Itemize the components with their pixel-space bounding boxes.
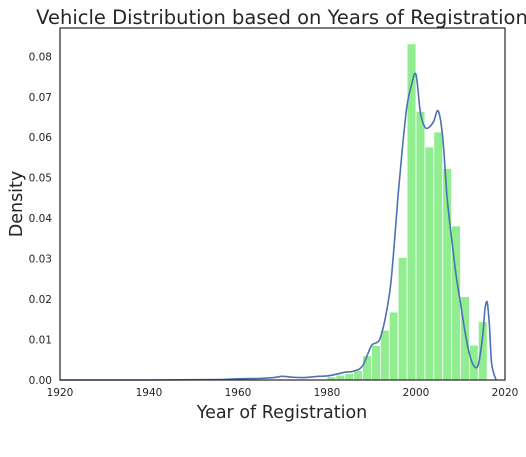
histogram-bar bbox=[371, 345, 381, 381]
x-tick-label: 2000 bbox=[403, 387, 430, 399]
y-tick-label: 0.04 bbox=[29, 213, 53, 225]
y-axis-ticks: 0.00 0.01 0.02 0.03 0.04 0.05 0.06 0.07 0.08 bbox=[29, 51, 53, 387]
histogram-bar bbox=[433, 131, 444, 381]
y-tick-label: 0.01 bbox=[29, 335, 52, 347]
x-tick-label: 1920 bbox=[47, 387, 74, 399]
y-tick-label: 0.03 bbox=[29, 254, 52, 266]
y-tick-label: 0.06 bbox=[29, 132, 53, 144]
y-tick-label: 0.00 bbox=[29, 375, 52, 387]
y-tick-label: 0.05 bbox=[29, 173, 52, 185]
histogram-bar bbox=[415, 110, 426, 381]
y-tick-label: 0.07 bbox=[29, 92, 52, 104]
histogram-bar bbox=[344, 373, 355, 381]
chart-title: Vehicle Distribution based on Years of R… bbox=[36, 6, 526, 29]
x-tick-label: 1940 bbox=[136, 387, 163, 399]
x-tick-label: 1960 bbox=[225, 387, 252, 399]
x-axis-ticks: 1920 1940 1960 1980 2000 2020 bbox=[47, 387, 519, 399]
histogram-bar bbox=[335, 374, 346, 381]
plot-frame bbox=[59, 27, 506, 381]
y-tick-label: 0.08 bbox=[29, 51, 52, 63]
histogram-bar bbox=[424, 146, 435, 381]
kde-density-line bbox=[59, 72, 497, 381]
x-tick-label: 1980 bbox=[314, 387, 341, 399]
x-tick-label: 2020 bbox=[492, 387, 519, 399]
x-axis-label: Year of Registration bbox=[196, 403, 368, 423]
y-tick-label: 0.02 bbox=[29, 294, 52, 306]
histogram-bar bbox=[379, 329, 390, 381]
histogram-bar bbox=[362, 355, 372, 381]
y-axis-label: Density bbox=[7, 171, 27, 238]
histogram-bar bbox=[388, 311, 399, 381]
histogram-bar bbox=[353, 369, 364, 381]
histogram-bar bbox=[397, 257, 408, 381]
histogram-bar bbox=[468, 344, 479, 381]
